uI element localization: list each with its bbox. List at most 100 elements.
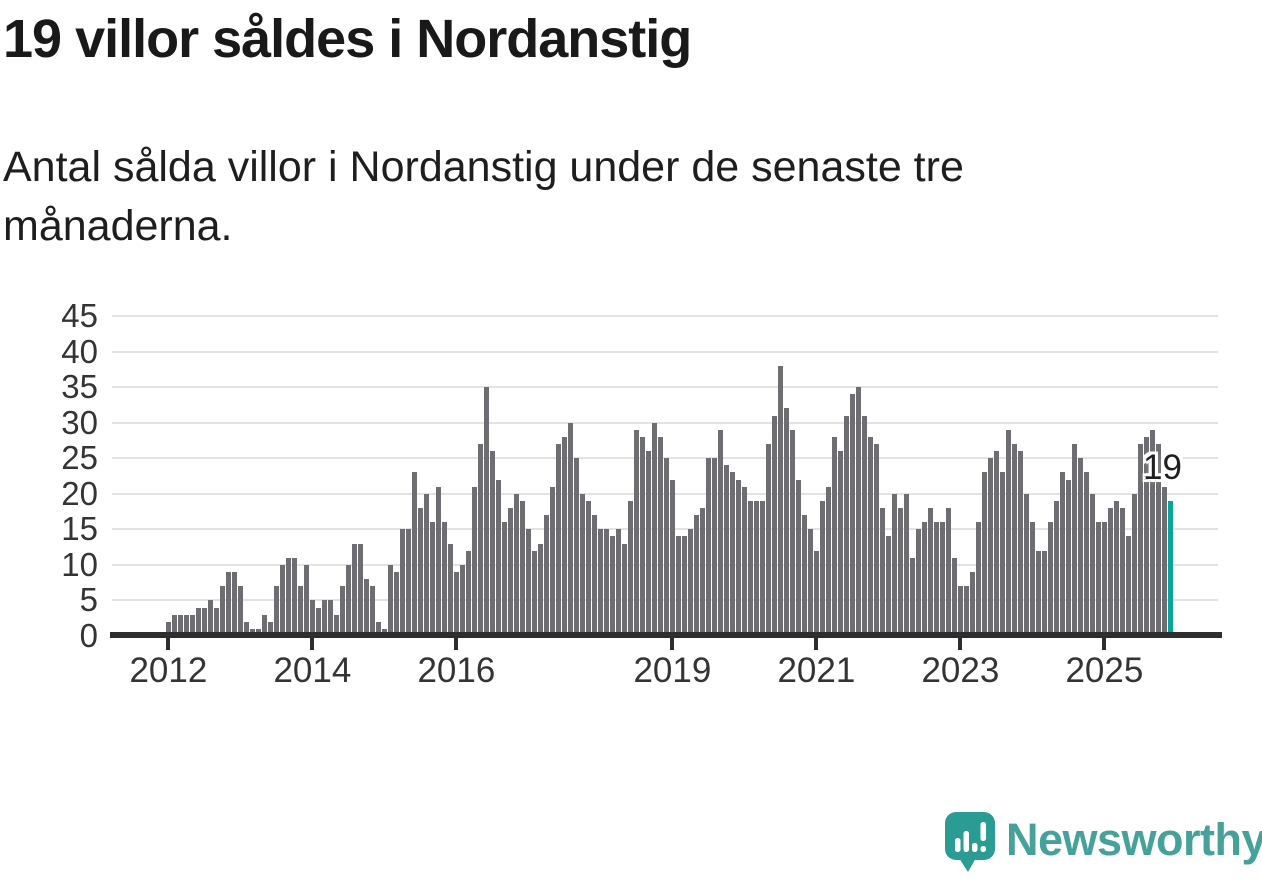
bar	[292, 557, 297, 636]
bar	[430, 522, 435, 636]
bar	[328, 600, 333, 636]
bar	[268, 621, 273, 636]
bar	[298, 586, 303, 636]
bar	[976, 522, 981, 636]
bar	[574, 458, 579, 636]
bar	[928, 508, 933, 636]
bar	[634, 429, 639, 636]
bar	[556, 444, 561, 636]
bar	[550, 486, 555, 636]
bar	[1072, 444, 1077, 636]
bar	[442, 522, 447, 636]
bar	[952, 557, 957, 636]
bar	[736, 479, 741, 636]
bar	[772, 415, 777, 636]
newsworthy-logo-icon	[944, 810, 998, 879]
bar	[400, 529, 405, 636]
bar	[514, 493, 519, 636]
bar	[832, 436, 837, 636]
bar	[502, 522, 507, 636]
bar	[598, 529, 603, 636]
bar	[436, 486, 441, 636]
bar	[1000, 472, 1005, 636]
x-axis-tick-label: 2025	[1065, 651, 1144, 690]
bar	[322, 600, 327, 636]
bar	[868, 436, 873, 636]
bar	[670, 479, 675, 636]
bar	[286, 557, 291, 636]
bar	[820, 500, 825, 636]
bar	[862, 415, 867, 636]
bar	[538, 543, 543, 636]
bar	[718, 429, 723, 636]
bar	[964, 586, 969, 636]
bar	[940, 522, 945, 636]
x-axis-tick-mark	[310, 638, 315, 650]
bar	[1042, 550, 1047, 636]
bar	[520, 500, 525, 636]
bar	[886, 536, 891, 636]
bar	[616, 529, 621, 636]
bar	[214, 607, 219, 636]
bar	[796, 479, 801, 636]
bar	[856, 387, 861, 636]
bar	[388, 564, 393, 636]
x-axis-tick-mark	[166, 638, 171, 650]
bar	[838, 451, 843, 636]
bar	[1048, 522, 1053, 636]
bar	[988, 458, 993, 636]
bar	[478, 444, 483, 636]
bar	[1012, 444, 1017, 636]
bar	[508, 508, 513, 636]
chart-subtitle: Antal sålda villor i Nordanstig under de…	[3, 143, 964, 251]
bar	[712, 458, 717, 636]
bar	[166, 621, 171, 636]
bar	[808, 529, 813, 636]
bar	[916, 529, 921, 636]
y-axis-tick-label: 15	[61, 510, 98, 548]
bar	[748, 500, 753, 636]
bar	[370, 586, 375, 636]
bar	[310, 600, 315, 636]
bar	[904, 493, 909, 636]
bar	[604, 529, 609, 636]
bar	[586, 500, 591, 636]
bar	[448, 543, 453, 636]
bar	[922, 522, 927, 636]
bar	[172, 614, 177, 636]
bar	[1120, 508, 1125, 636]
bar	[730, 472, 735, 636]
bar	[184, 614, 189, 636]
bar	[1108, 508, 1113, 636]
bar	[532, 550, 537, 636]
bar	[1096, 522, 1101, 636]
x-axis-tick-label: 2016	[417, 651, 496, 690]
x-axis-line	[110, 632, 1222, 638]
bar	[1132, 493, 1137, 636]
bar	[484, 387, 489, 636]
bar	[568, 422, 573, 636]
bar	[1090, 493, 1095, 636]
bar	[1066, 479, 1071, 636]
x-axis-tick-label: 2012	[129, 651, 208, 690]
bar	[226, 572, 231, 636]
bar	[1150, 429, 1155, 636]
bar	[496, 479, 501, 636]
bar	[562, 436, 567, 636]
bar	[460, 564, 465, 636]
x-axis-tick-mark	[814, 638, 819, 650]
y-axis-tick-label: 45	[61, 297, 98, 334]
bar	[652, 422, 657, 636]
bar	[1156, 444, 1161, 636]
bar	[334, 614, 339, 636]
bar	[826, 486, 831, 636]
bar	[466, 550, 471, 636]
bar	[910, 557, 915, 636]
bar	[472, 486, 477, 636]
bar	[424, 493, 429, 636]
bar	[676, 536, 681, 636]
bar	[934, 522, 939, 636]
x-axis-tick-mark	[454, 638, 459, 650]
bar	[232, 572, 237, 636]
bar	[220, 586, 225, 636]
